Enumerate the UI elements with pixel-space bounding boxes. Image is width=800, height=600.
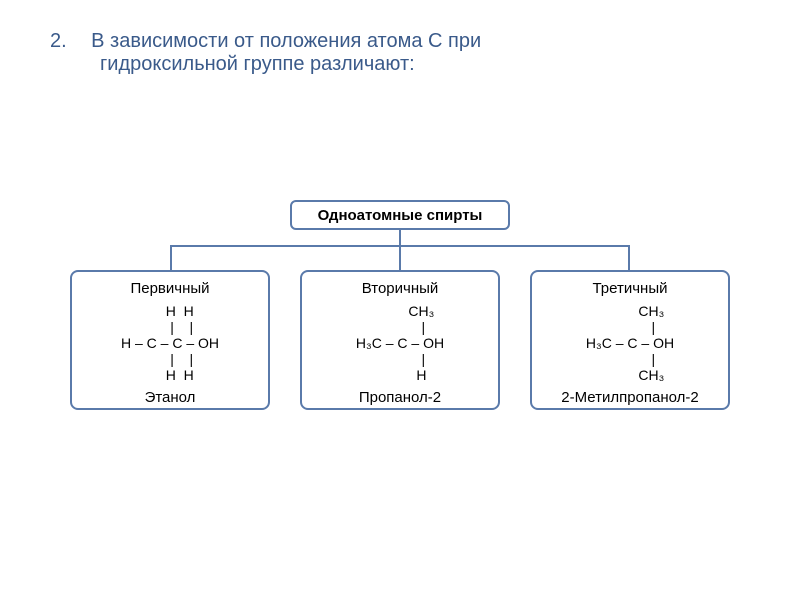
child-title: Вторичный — [310, 280, 490, 297]
formula: CH₃ | H₃C – C – OH | H — [310, 303, 490, 383]
child-secondary: Вторичный CH₃ | H₃C – C – OH | H Пропано… — [300, 270, 500, 410]
header-line1: В зависимости от положения атома С при — [91, 30, 481, 52]
connector — [628, 245, 630, 270]
child-title: Третичный — [540, 280, 720, 297]
header: 2. В зависимости от положения атома С пр… — [0, 0, 800, 86]
child-title: Первичный — [80, 280, 260, 297]
root-label: Одноатомные спирты — [318, 207, 483, 224]
root-node: Одноатомные спирты — [290, 200, 510, 230]
formula: CH₃ | H₃C – C – OH | CH₃ — [540, 303, 720, 383]
header-number: 2. — [50, 30, 67, 52]
connector — [399, 230, 401, 245]
child-primary: Первичный H H | | H – C – C – OH | | H H… — [70, 270, 270, 410]
compound-name: Этанол — [80, 389, 260, 406]
header-line2: гидроксильной группе различают: — [100, 53, 750, 76]
connector — [399, 245, 401, 270]
child-tertiary: Третичный CH₃ | H₃C – C – OH | CH₃ 2-Мет… — [530, 270, 730, 410]
compound-name: 2-Метилпропанол-2 — [540, 389, 720, 406]
compound-name: Пропанол-2 — [310, 389, 490, 406]
connector — [170, 245, 172, 270]
formula: H H | | H – C – C – OH | | H H — [80, 303, 260, 383]
